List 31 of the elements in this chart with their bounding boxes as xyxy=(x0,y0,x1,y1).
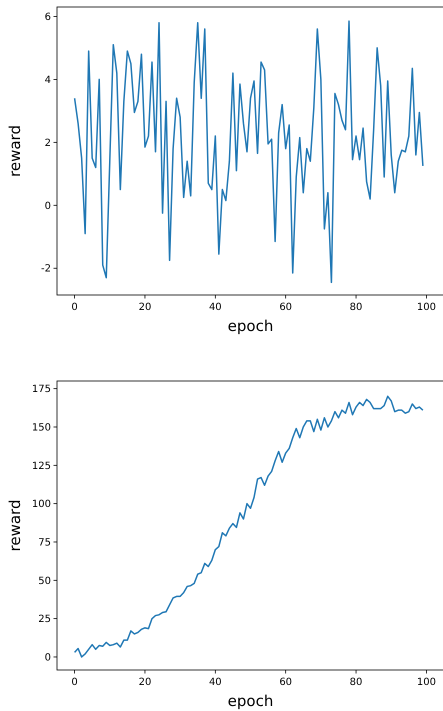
y-tick-label: 125 xyxy=(32,460,51,472)
x-tick-label: 100 xyxy=(416,302,436,313)
y-tick-label: 0 xyxy=(44,200,51,212)
y-tick-label: 0 xyxy=(44,652,51,664)
x-tick-label: 60 xyxy=(279,677,292,688)
x-tick-label: 80 xyxy=(350,677,362,688)
x-tick-label: 40 xyxy=(208,302,222,313)
x-tick-label: 0 xyxy=(71,677,78,688)
x-tick-label: 100 xyxy=(416,677,436,688)
y-tick-label: 2 xyxy=(44,138,51,149)
x-tick-label: 0 xyxy=(71,302,78,313)
y-tick-label: 150 xyxy=(32,422,51,434)
x-tick-label: 40 xyxy=(208,677,222,688)
y-tick-label: 50 xyxy=(38,576,51,587)
y-tick-label: 6 xyxy=(44,12,51,23)
y-tick-label: 25 xyxy=(38,614,51,626)
x-tick-label: 20 xyxy=(138,677,152,688)
x-tick-label: 60 xyxy=(279,302,292,313)
y-tick-label: 4 xyxy=(44,74,51,86)
y-tick-label: 175 xyxy=(32,384,51,396)
x-tick-label: 80 xyxy=(350,302,362,313)
x-axis-title: epoch xyxy=(228,317,274,335)
y-tick-label: 100 xyxy=(32,499,51,510)
y-tick-label: -2 xyxy=(41,264,51,275)
y-axis-title: reward xyxy=(6,500,24,552)
line-series xyxy=(74,396,424,658)
x-axis-title: epoch xyxy=(228,692,274,710)
y-axis-title: reward xyxy=(6,125,24,177)
x-tick-label: 20 xyxy=(138,302,152,313)
line-series xyxy=(74,20,424,284)
y-tick-label: 75 xyxy=(38,537,51,548)
